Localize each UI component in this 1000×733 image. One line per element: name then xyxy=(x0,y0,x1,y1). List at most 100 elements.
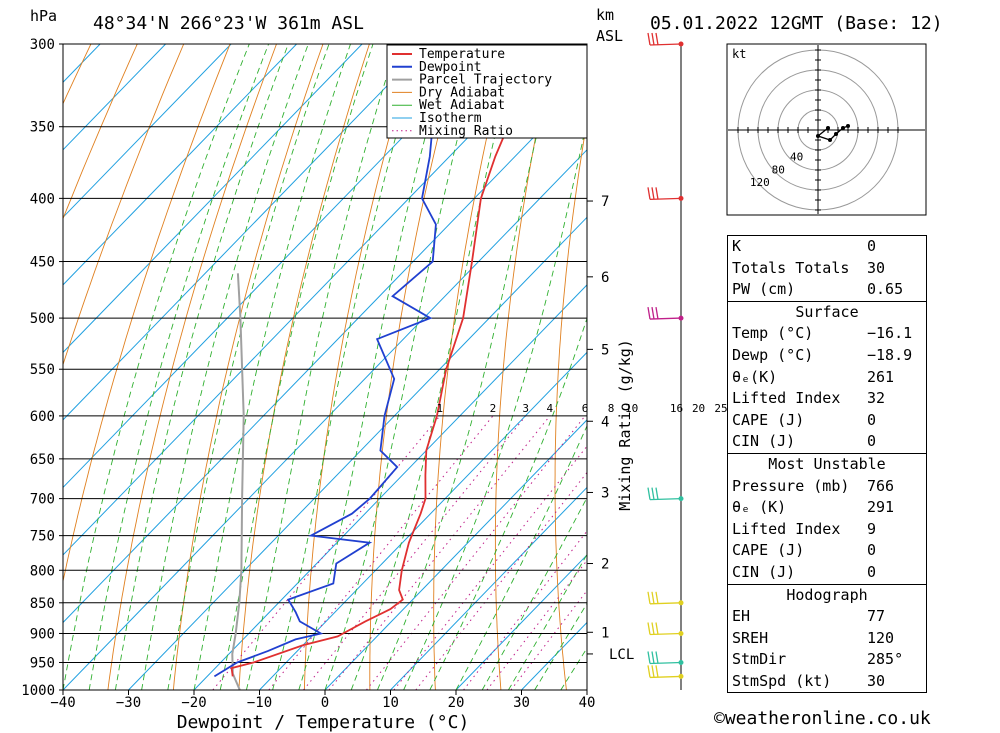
temperature-axis: −40 −30 −20 −10 0 10 20 30 40 xyxy=(50,690,595,711)
temperature-tick-label: −10 xyxy=(247,695,272,711)
mu-li-label: Lifted Index xyxy=(732,519,841,538)
mixing-ratio-line xyxy=(268,415,494,690)
k-index-value: 0 xyxy=(867,237,877,255)
mixing-ratio-line xyxy=(486,559,587,690)
wind-barb-shaft xyxy=(649,675,682,679)
mixing-ratio-label: 2 xyxy=(490,402,497,415)
pressure-axis: 300 350 400 450 500 550 600 650 700 750 800 850 900 9… xyxy=(21,37,63,699)
dewpoint-line xyxy=(213,44,449,678)
stmspd-value: 30 xyxy=(867,671,886,690)
temperature-tick-label: 0 xyxy=(321,695,329,711)
plot-area xyxy=(63,44,1000,690)
surface-theta-label: θₑ(K) xyxy=(732,367,778,386)
wind-barb-flag xyxy=(651,665,655,678)
legend-entry: Isotherm xyxy=(419,111,482,126)
wind-barb-flag xyxy=(655,487,659,500)
isotherm-line xyxy=(63,149,587,690)
wind-barb-flag xyxy=(651,306,655,320)
surface-title: Surface xyxy=(795,302,859,321)
mu-cape-row: CAPE (J) 0 xyxy=(728,540,926,562)
pw-value: 0.65 xyxy=(867,280,904,299)
pressure-tick-label: 350 xyxy=(30,120,55,136)
dry-adiabat-line xyxy=(973,44,1000,690)
surface-cape-value: 0 xyxy=(867,410,877,429)
wind-barb-shaft xyxy=(649,497,682,501)
surface-temp-value: −16.1 xyxy=(867,324,913,343)
sreh-row: SREH 120 xyxy=(728,628,926,650)
wind-barb-flag xyxy=(655,187,659,200)
surface-temp-row: Temp (°C) −16.1 xyxy=(728,323,926,345)
hodograph-ring-label: 120 xyxy=(750,176,770,189)
wet-adiabat-line xyxy=(63,44,250,690)
surface-cape-label: CAPE (J) xyxy=(732,410,805,429)
legend-entry: Temperature xyxy=(419,47,505,62)
mu-theta-value: 291 xyxy=(867,498,895,517)
pressure-tick-label: 400 xyxy=(30,191,55,207)
isotherm-line xyxy=(63,44,166,151)
wet-adiabat-line xyxy=(403,119,587,690)
totals-totals-value: 30 xyxy=(867,258,886,277)
hodograph-point xyxy=(826,126,830,130)
dry-adiabat-line xyxy=(926,44,1000,690)
mixing-ratio-label: 10 xyxy=(625,402,638,415)
wind-barb-flag xyxy=(651,591,655,604)
hodograph-point xyxy=(828,138,832,142)
surface-li-label: Lifted Index xyxy=(732,389,841,408)
pressure-tick-label: 600 xyxy=(30,409,55,425)
hodograph-stats-title: Hodograph xyxy=(786,585,868,604)
wet-adiabat-line xyxy=(245,44,398,690)
dry-adiabat-line xyxy=(554,118,587,690)
dry-adiabat-line xyxy=(107,44,277,690)
height-tick-label: 1 xyxy=(601,625,609,641)
wet-adiabat-line xyxy=(88,44,270,690)
wind-barb-flag xyxy=(647,306,651,320)
wind-barb-flag xyxy=(651,32,655,46)
dry-adiabat-line xyxy=(63,44,185,367)
wind-barb-flag xyxy=(647,591,651,604)
wind-barb-shaft xyxy=(649,197,682,201)
stmspd-label: StmSpd (kt) xyxy=(732,671,832,690)
surface-li-row: Lifted Index 32 xyxy=(728,388,926,410)
mixing-ratio-label: 6 xyxy=(582,402,589,415)
hodograph-point xyxy=(834,132,838,136)
sreh-value: 120 xyxy=(867,628,895,647)
legend-box xyxy=(386,44,588,139)
wet-adiabat-line xyxy=(114,44,289,690)
hodograph-point xyxy=(841,126,845,130)
mixing-ratio-label: 8 xyxy=(608,402,615,415)
dry-adiabat-line xyxy=(433,44,510,690)
legend-entry: Dry Adiabat xyxy=(419,85,505,100)
isotherm-line xyxy=(63,44,428,421)
pw-row: PW (cm) 0.65 xyxy=(728,279,926,301)
dry-adiabat-line xyxy=(669,44,698,690)
height-tick-label: 6 xyxy=(601,270,609,286)
mu-theta-label: θₑ (K) xyxy=(732,498,787,517)
wet-adiabat-line xyxy=(455,424,587,690)
mixing-ratio-label: 25 xyxy=(714,402,727,415)
pressure-tick-label: 850 xyxy=(30,596,55,612)
isotherm-line xyxy=(63,44,232,219)
wet-adiabat-line xyxy=(272,44,424,690)
legend-entry: Parcel Trajectory xyxy=(419,73,552,88)
wet-adiabat-line xyxy=(298,44,452,690)
surface-dewp-label: Dewp (°C) xyxy=(732,345,814,364)
surface-section: Surface Temp (°C) −16.1 Dewp (°C) −18.9 θₑ… xyxy=(728,300,926,453)
height-tick-label: 7 xyxy=(601,194,609,210)
isotherm-line xyxy=(63,44,494,489)
mu-pressure-value: 766 xyxy=(867,476,895,495)
temperature-tick-label: −20 xyxy=(181,695,206,711)
pressure-tick-label: 500 xyxy=(30,311,55,327)
lcl-label: LCL xyxy=(609,647,634,663)
copyright-footer[interactable]: ©weatheronline.co.uk xyxy=(714,708,931,729)
surface-dewp-value: −18.9 xyxy=(867,345,913,364)
hodograph-stats-section: Hodograph EH 77 SREH 120 StmDir 285° StmSpd… xyxy=(728,583,926,693)
location-title: 48°34'N 266°23'W 361m ASL xyxy=(93,13,364,34)
height-tick-label: 3 xyxy=(601,485,609,501)
most-unstable-section: Most Unstable Pressure (mb) 766 θₑ (K) 291… xyxy=(728,452,926,584)
stmdir-value: 285° xyxy=(867,650,904,669)
datetime-title: 05.01.2022 12GMT (Base: 12) xyxy=(650,13,943,34)
wind-barb-shaft xyxy=(649,317,682,320)
wet-adiabat-line xyxy=(193,44,351,690)
